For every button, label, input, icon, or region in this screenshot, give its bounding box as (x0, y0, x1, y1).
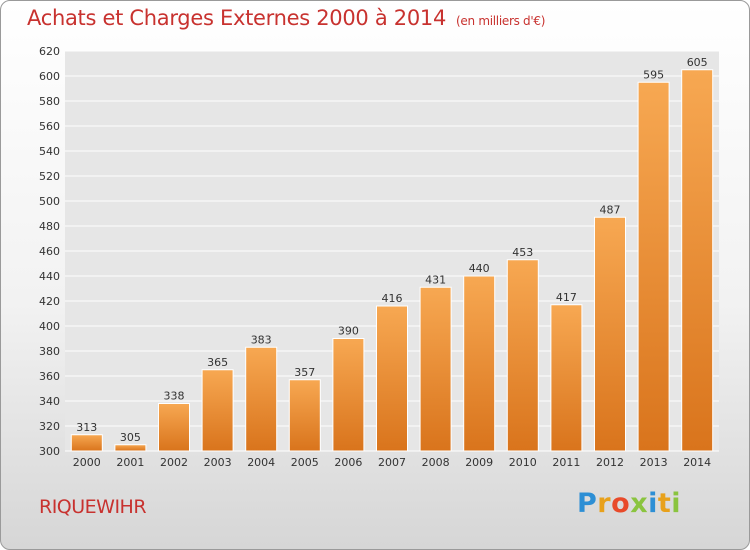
x-tick-label: 2000 (73, 456, 101, 469)
y-tick-label: 400 (39, 320, 60, 333)
data-label: 365 (207, 356, 228, 369)
data-label: 605 (687, 56, 708, 69)
bar (158, 403, 190, 452)
chart-subtitle: (en milliers d'€) (456, 14, 546, 28)
y-axis-labels: 300 320 340 360 380 400 420 440 460 480 500 520 540 5… (39, 45, 60, 458)
bar (550, 304, 583, 452)
bar (506, 259, 539, 452)
x-tick-label: 2013 (640, 456, 668, 469)
x-tick-label: 2007 (378, 456, 406, 469)
bar (114, 444, 147, 452)
y-tick-label: 500 (39, 195, 60, 208)
bar (332, 338, 365, 452)
y-tick-label: 600 (39, 70, 60, 83)
x-tick-label: 2005 (291, 456, 319, 469)
bar (637, 81, 670, 452)
x-tick-label: 2006 (334, 456, 362, 469)
x-axis-labels: 2000 2001 2002 2003 2004 2005 2006 2007 2008 2009… (73, 456, 711, 469)
data-label: 338 (164, 390, 185, 403)
bar (594, 216, 626, 452)
logo-letter: r (597, 488, 612, 519)
x-tick-label: 2003 (204, 456, 232, 469)
bar (376, 305, 408, 452)
data-label: 453 (512, 246, 533, 259)
y-tick-label: 540 (39, 145, 60, 158)
logo-letter: i (671, 488, 682, 519)
y-tick-label: 420 (39, 295, 60, 308)
bar (419, 286, 452, 452)
logo-letter: x (630, 488, 649, 519)
bar (245, 346, 278, 452)
x-tick-label: 2008 (422, 456, 450, 469)
y-tick-label: 320 (39, 420, 60, 433)
bar (201, 369, 234, 452)
y-tick-label: 340 (39, 395, 60, 408)
data-label: 416 (382, 292, 403, 305)
logo-letter: o (611, 488, 631, 519)
data-label: 440 (469, 262, 490, 275)
x-tick-label: 2009 (465, 456, 493, 469)
x-tick-label: 2010 (509, 456, 537, 469)
logo-letter: i (648, 488, 658, 519)
data-label: 487 (600, 203, 621, 216)
x-tick-label: 2011 (552, 456, 580, 469)
bars (70, 69, 714, 452)
y-tick-label: 360 (39, 370, 60, 383)
y-tick-label: 380 (39, 345, 60, 358)
x-tick-label: 2004 (247, 456, 275, 469)
data-label: 417 (556, 291, 577, 304)
x-tick-label: 2002 (160, 456, 188, 469)
chart-title-text: Achats et Charges Externes 2000 à 2014 (27, 6, 447, 30)
bar (288, 379, 321, 452)
bar (463, 275, 496, 452)
y-tick-label: 580 (39, 95, 60, 108)
y-tick-label: 300 (39, 445, 60, 458)
proxiti-logo: Proxiti (577, 488, 681, 519)
y-tick-label: 620 (39, 45, 60, 58)
y-tick-label: 460 (39, 245, 60, 258)
y-tick-label: 480 (39, 220, 60, 233)
x-tick-label: 2001 (116, 456, 144, 469)
x-tick-label: 2012 (596, 456, 624, 469)
y-tick-label: 560 (39, 120, 60, 133)
bar (70, 434, 103, 452)
chart-title: Achats et Charges Externes 2000 à 2014 (e… (27, 6, 545, 30)
data-label: 390 (338, 325, 359, 338)
data-label: 305 (120, 431, 141, 444)
x-tick-label: 2014 (683, 456, 711, 469)
data-label: 357 (294, 366, 315, 379)
data-labels: 313 305 338 365 383 357 390 416 431 440 453 417 487 5… (76, 56, 707, 444)
y-tick-label: 520 (39, 170, 60, 183)
y-tick-label: 440 (39, 270, 60, 283)
data-label: 431 (425, 273, 446, 286)
logo-letter: P (577, 488, 598, 519)
data-label: 383 (251, 333, 272, 346)
location-label: RIQUEWIHR (39, 496, 147, 518)
data-label: 595 (643, 68, 664, 81)
bar (681, 69, 714, 452)
logo-letter: t (657, 488, 672, 519)
data-label: 313 (76, 421, 97, 434)
